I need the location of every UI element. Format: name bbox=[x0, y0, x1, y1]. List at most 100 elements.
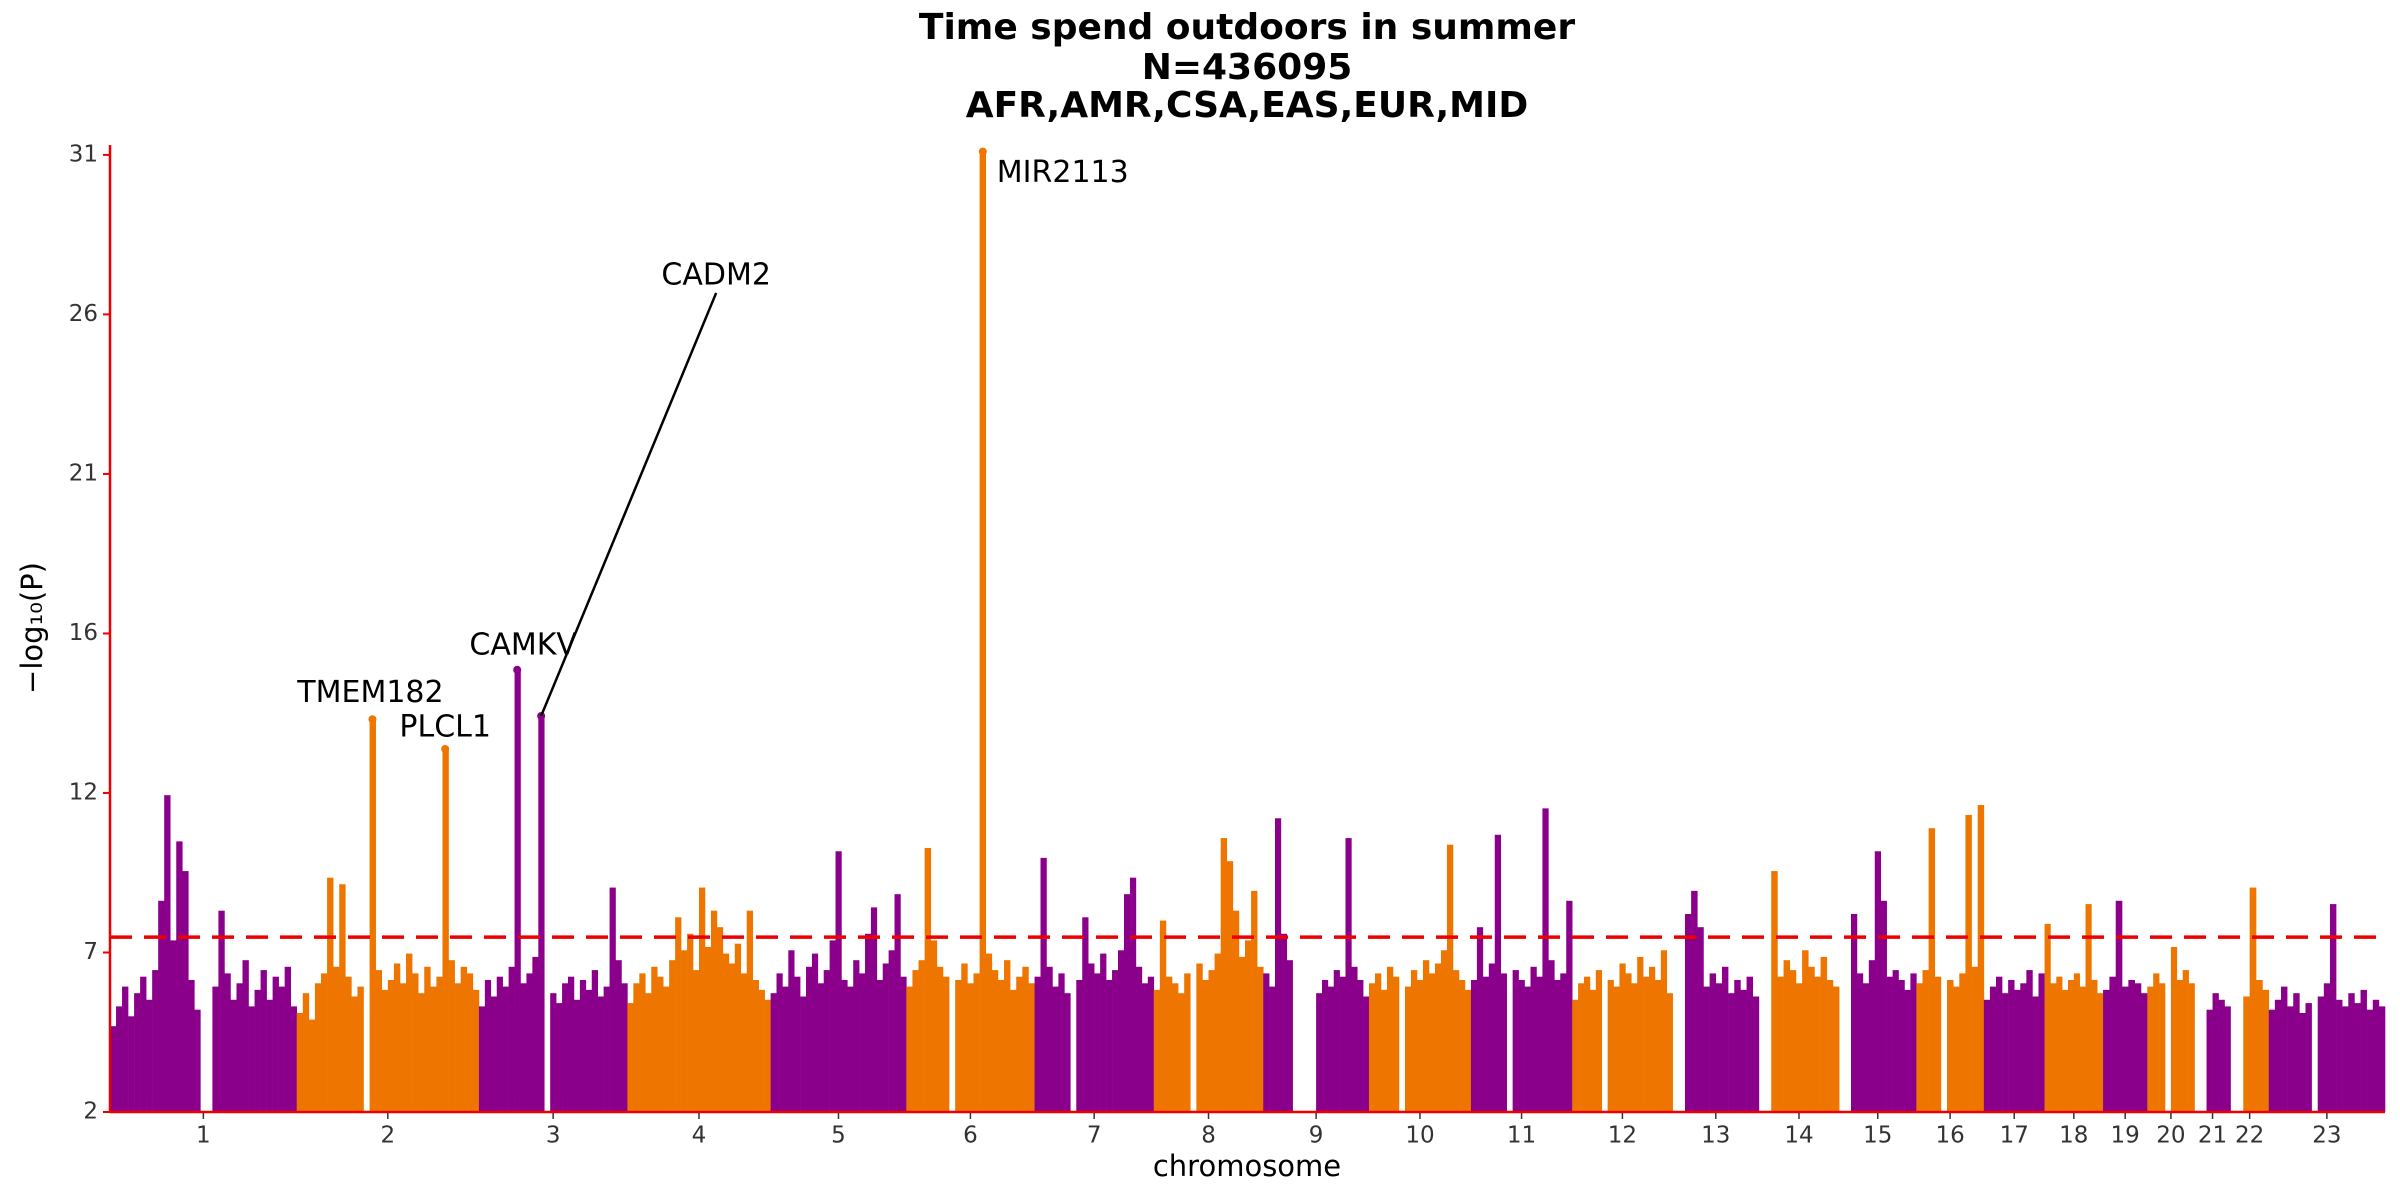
snp-column bbox=[1202, 979, 1209, 1112]
snp-column bbox=[2348, 993, 2355, 1112]
snp-column bbox=[1783, 960, 1791, 1112]
snp-column bbox=[876, 979, 884, 1112]
snp-column bbox=[1808, 966, 1815, 1112]
snp-column bbox=[2170, 946, 2178, 1112]
snp-column bbox=[314, 983, 322, 1112]
snp-column bbox=[278, 986, 285, 1112]
snp-column bbox=[2188, 983, 2195, 1112]
snp-column bbox=[1947, 979, 1954, 1112]
snp-column bbox=[1971, 966, 1979, 1112]
x-tick-label: 14 bbox=[1784, 1123, 1813, 1149]
snp-column bbox=[266, 999, 273, 1112]
snp-column bbox=[693, 970, 700, 1112]
snp-column bbox=[520, 983, 527, 1112]
snp-column bbox=[1440, 950, 1448, 1112]
snp-column bbox=[1058, 973, 1065, 1112]
snp-column bbox=[1476, 927, 1484, 1112]
snp-column bbox=[2366, 1009, 2374, 1112]
snp-column bbox=[1953, 986, 1960, 1112]
snp-column bbox=[2085, 904, 2092, 1112]
chart-title: Time spend outdoors in summer bbox=[919, 7, 1575, 48]
snp-column bbox=[997, 979, 1005, 1112]
snp-column bbox=[579, 979, 587, 1112]
snp-column bbox=[967, 983, 974, 1112]
x-tick-label: 13 bbox=[1701, 1123, 1730, 1149]
snp-column bbox=[1740, 989, 1747, 1112]
snp-column bbox=[242, 960, 249, 1112]
snp-column bbox=[888, 950, 895, 1112]
snp-column bbox=[788, 950, 795, 1112]
x-tick-label: 10 bbox=[1405, 1123, 1434, 1149]
snp-column bbox=[2038, 973, 2045, 1112]
snp-column bbox=[556, 1003, 563, 1112]
snp-column bbox=[782, 986, 789, 1112]
snp-column bbox=[2360, 989, 2367, 1112]
snp-column bbox=[573, 999, 581, 1112]
snp-column bbox=[1458, 979, 1466, 1112]
annotation-leader bbox=[540, 292, 718, 717]
snp-column bbox=[508, 966, 515, 1112]
snp-column bbox=[2044, 923, 2051, 1112]
snp-column bbox=[2002, 993, 2009, 1112]
annotation-point bbox=[441, 744, 450, 753]
snp-column bbox=[2274, 999, 2282, 1112]
snp-column bbox=[333, 966, 340, 1112]
snp-column bbox=[1245, 940, 1252, 1112]
snp-column bbox=[1214, 953, 1221, 1112]
snp-column bbox=[1989, 986, 1997, 1112]
snp-column bbox=[734, 943, 742, 1112]
snp-column bbox=[1625, 973, 1632, 1112]
snp-column bbox=[2026, 970, 2033, 1112]
snp-column bbox=[894, 894, 901, 1112]
snp-column bbox=[722, 953, 730, 1112]
snp-column bbox=[2329, 904, 2337, 1112]
snp-column bbox=[1028, 983, 1035, 1112]
snp-column bbox=[1619, 963, 1626, 1112]
snp-column bbox=[1771, 871, 1778, 1112]
snp-column bbox=[1269, 986, 1276, 1112]
snp-column bbox=[1959, 973, 1966, 1112]
snp-column bbox=[1004, 960, 1011, 1112]
snp-column bbox=[615, 960, 622, 1112]
snp-column bbox=[122, 986, 129, 1112]
snp-column bbox=[865, 933, 872, 1112]
snp-column bbox=[1607, 979, 1614, 1112]
snp-column bbox=[212, 986, 219, 1112]
snp-column bbox=[1251, 890, 1258, 1112]
snp-column bbox=[1684, 913, 1692, 1112]
snp-column bbox=[2218, 999, 2225, 1112]
snp-column bbox=[1583, 976, 1591, 1112]
snp-column bbox=[1034, 976, 1041, 1112]
snp-column bbox=[1333, 970, 1340, 1112]
snp-column bbox=[1856, 973, 1864, 1112]
snp-column bbox=[2176, 979, 2184, 1112]
snp-column bbox=[2153, 973, 2160, 1112]
snp-column bbox=[188, 979, 195, 1112]
snp-column bbox=[597, 996, 604, 1112]
snp-column bbox=[1100, 953, 1107, 1112]
snp-column bbox=[2378, 1006, 2386, 1112]
snp-column bbox=[1141, 983, 1149, 1112]
snp-column bbox=[2140, 993, 2148, 1112]
snp-column bbox=[955, 979, 962, 1112]
snp-column bbox=[681, 950, 688, 1112]
snp-column bbox=[321, 973, 328, 1112]
snp-column bbox=[375, 970, 383, 1112]
snp-column bbox=[134, 993, 141, 1112]
x-tick-label: 19 bbox=[2111, 1123, 2140, 1149]
snp-column bbox=[2323, 983, 2331, 1112]
snp-column bbox=[170, 940, 177, 1112]
x-tick-label: 22 bbox=[2235, 1123, 2264, 1149]
snp-column bbox=[1995, 976, 2003, 1112]
snp-column bbox=[1082, 917, 1089, 1112]
x-tick-label: 20 bbox=[2156, 1123, 2185, 1149]
snp-column bbox=[2062, 989, 2069, 1112]
snp-column bbox=[758, 989, 765, 1112]
snp-column bbox=[2159, 983, 2166, 1112]
snp-column bbox=[1196, 963, 1203, 1112]
snp-column bbox=[651, 966, 658, 1112]
snp-column bbox=[1589, 989, 1597, 1112]
snp-column bbox=[811, 953, 819, 1112]
snp-column bbox=[1934, 976, 1942, 1112]
snp-column bbox=[1709, 973, 1717, 1112]
